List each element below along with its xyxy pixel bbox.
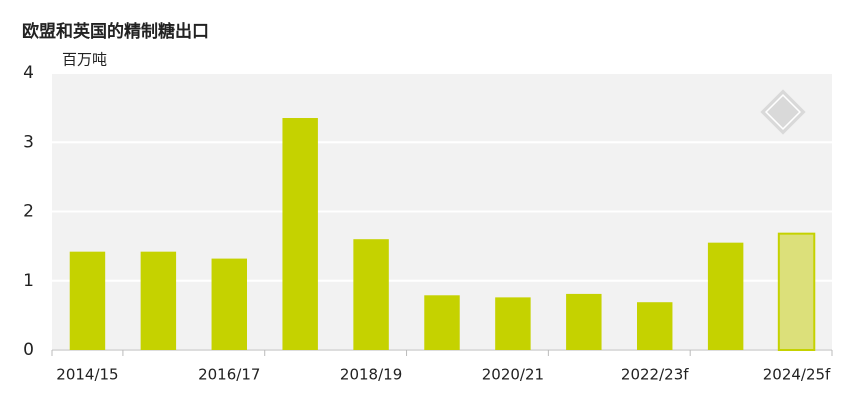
x-tick-label: 2016/17 [198,366,260,384]
bar [211,258,247,350]
bar [69,251,106,350]
bar [424,295,460,350]
x-tick-label: 2018/19 [340,366,402,384]
x-tick-label: 2022/23f [621,366,689,384]
y-tick-label: 4 [23,63,34,83]
bar [637,302,673,350]
bar [495,297,531,350]
y-tick-label: 2 [23,202,34,222]
y-tick-label: 1 [23,271,34,291]
bar [707,242,744,350]
bar [282,118,318,350]
bar [777,232,816,351]
bar [353,239,389,350]
y-tick-label: 3 [23,132,34,152]
y-tick-label: 0 [23,340,34,360]
bar [140,251,177,350]
chart-title: 欧盟和英国的精制糖出口 [22,21,209,42]
x-tick-label: 2014/15 [56,366,118,384]
y-axis-label: 百万吨 [62,51,107,69]
x-tick-label: 2020/21 [482,366,544,384]
x-tick-label: 2024/25f [763,366,831,384]
bar [566,293,602,350]
